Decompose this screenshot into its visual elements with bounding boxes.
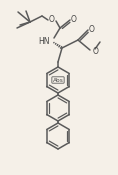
Text: O: O (89, 26, 95, 34)
Text: HN: HN (38, 37, 50, 46)
Text: O: O (49, 16, 55, 24)
Text: Abs: Abs (53, 78, 63, 82)
Text: O: O (71, 15, 77, 23)
Text: O: O (93, 47, 99, 55)
